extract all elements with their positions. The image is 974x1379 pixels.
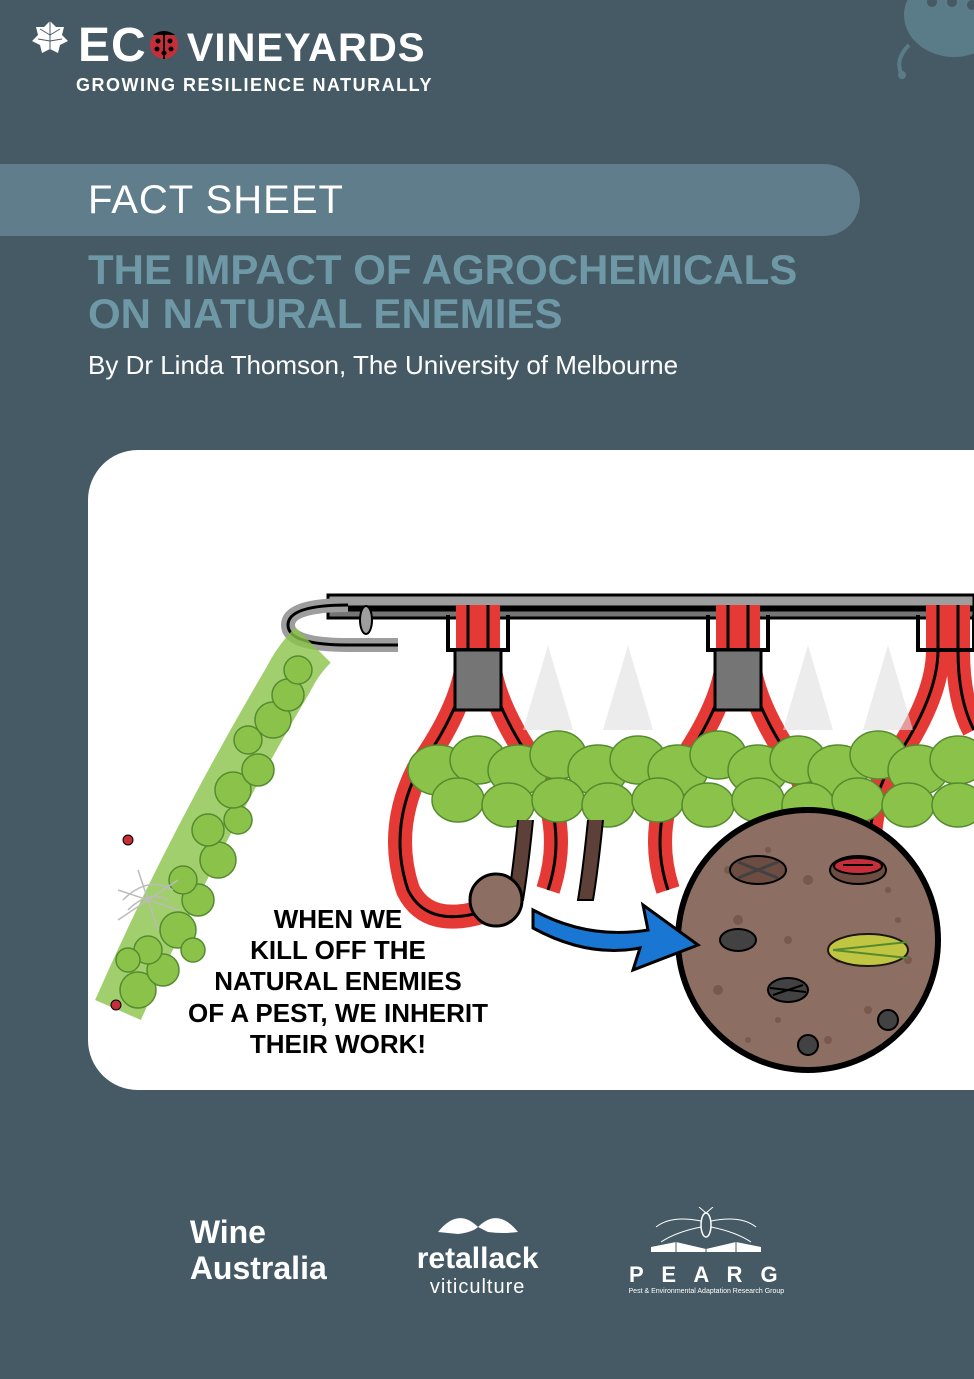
retallack-line1: retallack xyxy=(417,1242,539,1276)
logo-tagline: GROWING RESILIENCE NATURALLY xyxy=(76,75,433,96)
partner-pearg: P E A R G Pest & Environmental Adaptatio… xyxy=(629,1207,785,1295)
ladybug-icon xyxy=(147,23,181,61)
caption-line2: KILL OFF THE xyxy=(188,935,488,966)
title-line1: THE IMPACT OF AGROCHEMICALS xyxy=(88,248,797,292)
corner-bug-icon xyxy=(864,0,974,95)
logo-main: EC VINEYARDS xyxy=(28,18,433,73)
partner-retallack: retallack viticulture xyxy=(417,1202,539,1299)
banner-label: FACT SHEET xyxy=(88,178,344,223)
retallack-leaf-icon xyxy=(418,1202,538,1242)
logo-text: EC VINEYARDS xyxy=(78,18,425,73)
caption-line4: OF A PEST, WE INHERIT xyxy=(188,998,488,1029)
soil-magnifier xyxy=(678,810,938,1070)
byline: By Dr Linda Thomson, The University of M… xyxy=(88,350,678,381)
logo-text-part1: EC xyxy=(78,18,147,73)
logo-area: EC VINEYARDS GROWING RESILIENCE NATURALL… xyxy=(28,18,433,96)
illustration-caption: WHEN WE KILL OFF THE NATURAL ENEMIES OF … xyxy=(188,904,488,1060)
title-line2: ON NATURAL ENEMIES xyxy=(88,292,797,336)
caption-line3: NATURAL ENEMIES xyxy=(188,966,488,997)
illustration-panel: WHEN WE KILL OFF THE NATURAL ENEMIES OF … xyxy=(88,450,974,1090)
pearg-mosquito-icon xyxy=(641,1207,771,1262)
caption-line5: THEIR WORK! xyxy=(188,1029,488,1060)
retallack-line2: viticulture xyxy=(430,1276,525,1299)
caption-line1: WHEN WE xyxy=(188,904,488,935)
pearg-name: P E A R G xyxy=(629,1262,784,1288)
partner-wine-australia: Wine Australia xyxy=(190,1215,327,1285)
arrow-icon xyxy=(533,905,698,970)
page-title: THE IMPACT OF AGROCHEMICALS ON NATURAL E… xyxy=(88,248,797,336)
fact-sheet-banner: FACT SHEET xyxy=(0,164,860,236)
logo-text-part2: VINEYARDS xyxy=(187,26,426,71)
wine-aus-line2: Australia xyxy=(190,1251,327,1286)
wine-aus-line1: Wine xyxy=(190,1215,327,1250)
leaf-icon xyxy=(28,17,72,66)
partners-row: Wine Australia retallack viticulture P E… xyxy=(0,1202,974,1299)
pearg-sub: Pest & Environmental Adaptation Research… xyxy=(629,1288,785,1295)
